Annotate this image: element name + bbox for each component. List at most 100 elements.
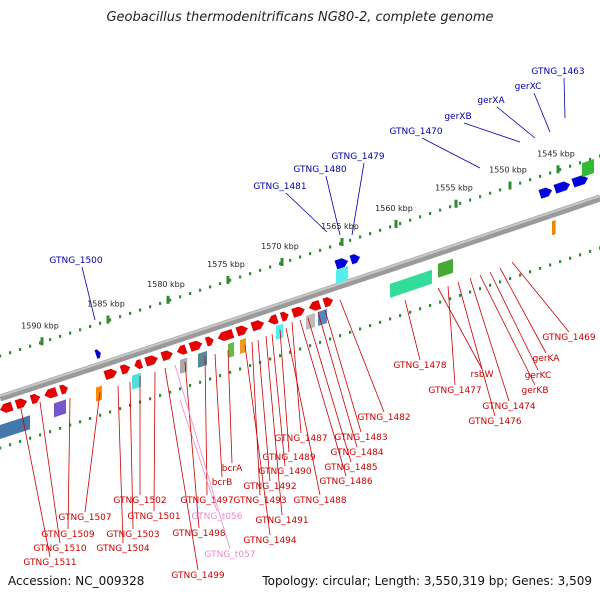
inner-tick	[589, 249, 592, 253]
bottom-leader-line	[339, 299, 385, 413]
bottom-gene-label: GTNG_1497	[180, 496, 233, 506]
forward-gene-arrow	[188, 340, 203, 353]
scale-label: 1575 kbp	[207, 260, 245, 269]
bottom-leader-line	[511, 261, 570, 333]
bottom-leader-line	[279, 329, 290, 453]
scale-label: 1590 kbp	[21, 321, 59, 330]
category-block	[198, 350, 207, 368]
bottom-gene-label: GTNG_1494	[243, 536, 297, 546]
reverse-gene-arrow	[94, 349, 102, 360]
outer-tick	[569, 164, 572, 168]
outer-tick	[69, 331, 72, 335]
bottom-gene-label: GTNG_1469	[542, 333, 596, 343]
bottom-leader-line	[244, 344, 271, 536]
outer-tick	[169, 298, 172, 302]
bottom-leader-line	[129, 381, 134, 530]
forward-gene-arrow	[134, 358, 144, 370]
top-gene-label: GTNG_1479	[331, 152, 385, 162]
bottom-gene-label: GTNG_1499	[171, 571, 225, 581]
outer-tick	[459, 201, 462, 205]
top-gene-label: gerXB	[444, 112, 471, 122]
inner-tick	[279, 354, 282, 358]
forward-gene-arrow	[308, 299, 322, 311]
scale-label: 1565 kbp	[321, 222, 359, 231]
scale-label: 1560 kbp	[375, 204, 413, 213]
accession-label: Accession: NC_009328	[8, 574, 145, 588]
bottom-leader-line	[184, 361, 200, 529]
category-block	[132, 372, 141, 390]
inner-tick	[429, 303, 432, 307]
inner-tick	[219, 374, 222, 378]
outer-tick	[429, 211, 432, 215]
outer-tick	[489, 191, 492, 195]
outer-tick	[439, 208, 442, 212]
bottom-leader-line	[479, 274, 536, 386]
outer-tick	[319, 248, 322, 252]
outer-tick	[389, 225, 392, 229]
forward-gene-arrow	[144, 355, 159, 367]
outer-tick	[499, 188, 502, 192]
bottom-leader-line	[299, 319, 347, 477]
inner-tick	[519, 273, 522, 277]
inner-tick	[149, 397, 152, 401]
bottom-leader-line	[39, 401, 61, 544]
forward-gene-arrow	[267, 314, 279, 325]
map-title: Geobacillus thermodenitrificans NG80-2, …	[106, 10, 494, 25]
top-leader-line	[421, 137, 481, 169]
backbone-arc	[0, 194, 600, 402]
bottom-leader-line	[84, 391, 101, 513]
bottom-leader-line	[489, 271, 539, 371]
bottom-gene-label: GTNG_1482	[357, 413, 410, 423]
bottom-gene-label: GTNG_1492	[243, 482, 296, 492]
outer-tick	[49, 338, 52, 342]
inner-tick	[39, 433, 42, 437]
inner-tick	[169, 390, 172, 394]
forward-gene-arrow	[176, 344, 188, 355]
reverse-gene-arrow	[334, 258, 349, 270]
bottom-gene-label: GTNG_1485	[324, 463, 377, 473]
bottom-gene-label: GTNG_1489	[262, 453, 316, 463]
inner-tick	[339, 334, 342, 338]
scale-label: 1585 kbp	[87, 300, 125, 309]
outer-tick	[539, 174, 542, 178]
outer-tick	[579, 161, 582, 165]
outer-tick	[309, 252, 312, 256]
top-leader-line	[351, 162, 365, 236]
major-tick	[40, 337, 44, 346]
inner-tick	[319, 340, 322, 344]
inner-tick	[29, 436, 32, 440]
outer-tick	[449, 205, 452, 209]
bottom-gene-label: GTNG_1502	[113, 496, 166, 506]
inner-tick	[289, 350, 292, 354]
outer-tick	[159, 301, 162, 305]
inner-tick	[199, 380, 202, 384]
forward-gene-arrow	[279, 311, 289, 322]
outer-tick	[279, 262, 282, 266]
major-tick	[454, 199, 458, 208]
category-block	[96, 385, 102, 402]
scale-label: 1570 kbp	[261, 242, 299, 251]
top-gene-label: gerXA	[477, 96, 505, 106]
major-tick	[106, 315, 110, 324]
bottom-leader-line	[153, 371, 156, 512]
outer-tick	[289, 258, 292, 262]
outer-tick	[529, 178, 532, 182]
major-tick	[166, 295, 170, 304]
outer-tick	[549, 171, 552, 175]
inner-tick	[9, 443, 12, 447]
bottom-gene-label: GTNG_1493	[233, 496, 286, 506]
bottom-gene-label: gerKC	[525, 371, 552, 381]
inner-tick	[309, 344, 312, 348]
topology-label: Topology: circular; Length: 3,550,319 bp…	[262, 574, 592, 588]
inner-tick	[549, 263, 552, 267]
scale-label: 1550 kbp	[489, 166, 527, 175]
category-block	[390, 269, 432, 298]
category-block	[228, 341, 234, 358]
outer-tick	[189, 292, 192, 296]
bottom-leader-line	[404, 299, 421, 361]
bottom-gene-label: GTNG_1498	[172, 529, 226, 539]
top-gene-label: GTNG_1463	[531, 67, 584, 77]
outer-tick	[259, 268, 262, 272]
bottom-leader-line	[457, 281, 496, 417]
reverse-gene-arrow	[538, 187, 553, 199]
